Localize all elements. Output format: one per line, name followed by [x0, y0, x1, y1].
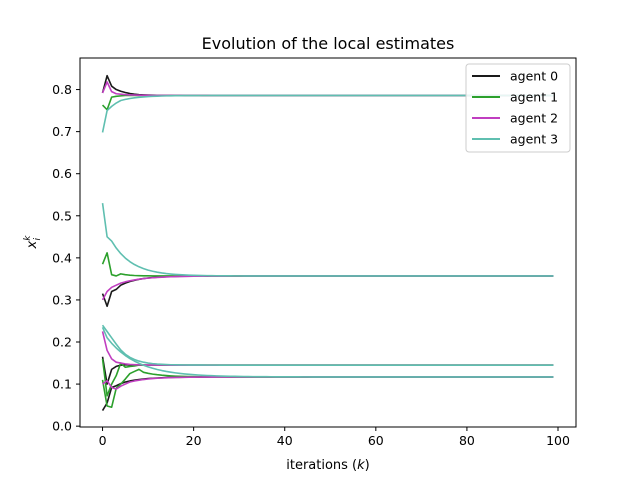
series-line-agent-3-1 — [101, 203, 554, 277]
plot-series — [101, 74, 554, 412]
plot-frame — [79, 57, 577, 428]
x-tick-label: 100 — [546, 433, 570, 448]
x-tick-label: 0 — [99, 433, 107, 448]
x-tick-label: 80 — [459, 433, 475, 448]
legend-label: agent 2 — [510, 111, 558, 126]
x-axis-label: iterations (k) — [286, 458, 370, 473]
x-tick-label: 20 — [186, 433, 202, 448]
y-tick-label: 0.2 — [52, 335, 72, 350]
legend: agent 0 agent 1 agent 2 agent 3 — [465, 63, 571, 153]
y-axis-label: xki — [23, 235, 43, 250]
legend-label: agent 0 — [510, 69, 558, 84]
legend-label: agent 3 — [510, 132, 558, 147]
y-tick-label: 0.6 — [52, 166, 72, 181]
y-tick-label: 0.0 — [52, 419, 72, 434]
y-tick-label: 0.8 — [52, 82, 72, 97]
y-tick-label: 0.1 — [52, 377, 72, 392]
legend-box — [465, 63, 571, 153]
y-axis: 0.0 0.1 0.2 0.3 0.4 0.5 0.6 0.7 0.8 — [52, 82, 80, 434]
x-axis: 0 20 40 60 80 100 — [99, 427, 570, 448]
x-tick-label: 40 — [277, 433, 293, 448]
chart-title: Evolution of the local estimates — [202, 34, 455, 53]
legend-label: agent 1 — [510, 90, 558, 105]
series-line-agent-3-3 — [101, 326, 554, 378]
x-tick-label: 60 — [368, 433, 384, 448]
y-tick-label: 0.3 — [52, 292, 72, 307]
y-tick-label: 0.7 — [52, 124, 72, 139]
y-tick-label: 0.5 — [52, 208, 72, 223]
series-line-agent-3-2 — [101, 324, 554, 366]
y-tick-label: 0.4 — [52, 250, 72, 265]
